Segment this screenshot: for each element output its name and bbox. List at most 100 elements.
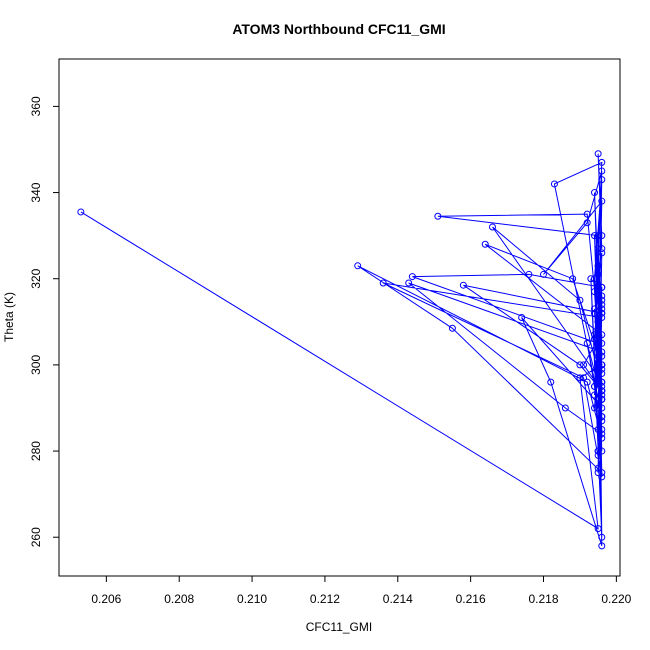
- data-point: [591, 305, 598, 313]
- data-point: [598, 361, 606, 369]
- data-point: [598, 352, 606, 360]
- data-point: [598, 370, 606, 378]
- data-point: [434, 212, 442, 220]
- series-line: [80, 153, 603, 546]
- data-point: [598, 365, 606, 373]
- x-tick-label: 0.210: [237, 592, 267, 606]
- data-point: [525, 270, 533, 278]
- data-point: [598, 473, 606, 481]
- data-point: [354, 262, 362, 270]
- y-tick-label: 260: [29, 527, 43, 547]
- data-point: [598, 283, 606, 291]
- data-point: [598, 158, 606, 166]
- data-point: [598, 533, 606, 541]
- x-tick-label: 0.218: [528, 592, 558, 606]
- data-point: [594, 447, 602, 455]
- y-axis-ticks: 260 280 300 320 340 360: [29, 96, 59, 547]
- y-axis-title: Theta (K): [2, 292, 16, 342]
- x-tick-label: 0.212: [310, 592, 340, 606]
- data-point: [598, 430, 606, 438]
- data-point: [598, 176, 606, 184]
- data-point: [550, 180, 558, 188]
- data-point: [591, 288, 598, 296]
- data-point: [598, 305, 606, 313]
- data-point: [594, 245, 602, 253]
- data-point: [591, 331, 598, 339]
- data-point: [598, 426, 606, 434]
- x-tick-label: 0.220: [601, 592, 631, 606]
- x-axis-ticks: 0.206 0.208 0.210 0.212 0.214 0.216 0.218 0.220: [91, 576, 632, 606]
- data-point: [598, 542, 606, 550]
- data-point: [598, 249, 606, 257]
- data-point: [598, 434, 606, 442]
- data-point: [598, 348, 606, 356]
- data-point: [580, 361, 588, 369]
- data-point: [594, 339, 602, 347]
- data-point: [594, 232, 602, 240]
- data-point: [598, 296, 606, 304]
- data-point: [591, 391, 598, 399]
- data-point: [598, 382, 606, 390]
- data-point: [583, 339, 591, 347]
- data-point: [598, 331, 606, 339]
- data-point: [591, 309, 598, 317]
- data-point: [594, 326, 602, 334]
- y-tick-label: 280: [29, 441, 43, 461]
- data-point: [594, 150, 602, 158]
- data-point: [591, 275, 598, 283]
- data-point: [448, 324, 456, 332]
- data-point: [598, 447, 606, 455]
- data-point: [583, 219, 591, 227]
- data-point: [576, 374, 584, 382]
- x-tick-label: 0.208: [164, 592, 194, 606]
- data-point: [594, 469, 602, 477]
- data-point: [591, 189, 598, 197]
- data-point: [481, 240, 489, 248]
- data-point: [598, 309, 606, 317]
- data-point: [405, 279, 413, 287]
- data-point: [594, 426, 602, 434]
- data-point: [598, 232, 606, 240]
- data-point: [518, 314, 526, 321]
- data-point: [561, 404, 569, 412]
- data-point: [591, 232, 598, 240]
- y-tick-label: 320: [29, 268, 43, 288]
- data-point: [576, 361, 584, 369]
- y-tick-label: 340: [29, 182, 43, 202]
- data-point: [598, 378, 606, 386]
- data-point: [594, 464, 602, 472]
- data-point: [583, 210, 591, 218]
- chart-title: ATOM3 Northbound CFC11_GMI: [232, 21, 445, 37]
- data-point: [580, 374, 588, 382]
- data-point: [598, 197, 606, 205]
- data-point: [598, 339, 606, 347]
- data-point: [598, 469, 606, 477]
- series-layer: [77, 150, 606, 550]
- x-axis-title: CFC11_GMI: [306, 620, 372, 634]
- data-point: [594, 335, 602, 343]
- data-point: [598, 314, 606, 321]
- data-point: [379, 279, 387, 287]
- x-tick-label: 0.216: [456, 592, 486, 606]
- data-point: [569, 275, 577, 283]
- data-point: [587, 275, 595, 283]
- data-point: [594, 318, 602, 326]
- data-point: [594, 525, 602, 533]
- data-point: [583, 378, 591, 386]
- data-point: [598, 404, 606, 412]
- data-point: [598, 417, 606, 425]
- data-point: [594, 400, 602, 408]
- data-point: [489, 223, 496, 231]
- data-point: [77, 208, 85, 216]
- data-point: [540, 270, 547, 278]
- data-point: [591, 382, 598, 390]
- data-point: [594, 262, 602, 270]
- data-point: [594, 352, 602, 360]
- data-point: [594, 404, 602, 412]
- data-point: [594, 451, 602, 459]
- plot-frame: [58, 58, 621, 577]
- data-point: [598, 413, 606, 421]
- data-point: [547, 378, 555, 386]
- data-point: [591, 404, 598, 412]
